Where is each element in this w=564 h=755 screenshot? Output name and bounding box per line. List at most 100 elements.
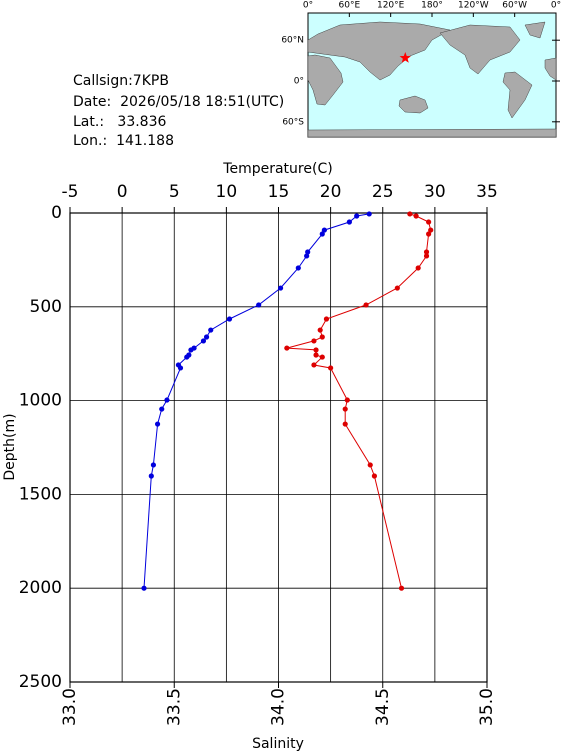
y-tick-label: 1500 <box>19 484 62 504</box>
map-x-tick-label: 60°W <box>502 1 527 11</box>
profile-point <box>407 211 413 217</box>
x2-tick-label: 10 <box>216 182 238 202</box>
map-y-tick-label: 0° <box>294 77 304 87</box>
x2-tick-label: 5 <box>169 182 180 202</box>
profile-point <box>319 334 325 340</box>
profile-point <box>342 421 348 427</box>
station-date: Date: 2026/05/18 18:51(UTC) <box>73 94 284 110</box>
profile-point <box>284 345 290 351</box>
station-info: Callsign:7KPB Date: 2026/05/18 18:51(UTC… <box>73 73 284 149</box>
label: Callsign: <box>73 73 133 89</box>
profile-point <box>154 421 161 427</box>
profile-point <box>342 406 348 412</box>
plot-frame <box>69 212 488 683</box>
profile-point <box>423 253 430 259</box>
profile-point <box>426 231 432 237</box>
x2-tick-label: 0 <box>117 182 128 202</box>
map-x-tick-label: 0° <box>551 1 561 11</box>
profile-point <box>200 338 207 344</box>
profile-line <box>286 213 432 589</box>
profile-point <box>208 327 214 333</box>
profile-point <box>371 473 378 479</box>
map-x-tick-label: 0° <box>303 1 313 11</box>
profile-point <box>423 249 430 255</box>
profile-point <box>344 397 350 403</box>
station-marker <box>399 52 411 63</box>
station-lat: Lat.: 33.836 <box>73 114 166 130</box>
profile-point <box>354 213 360 219</box>
value: 2026/05/18 18:51(UTC) <box>120 94 284 110</box>
profile-point <box>328 365 334 371</box>
profile-point <box>311 362 317 368</box>
profile-point <box>317 327 323 333</box>
label: Lon.: <box>73 133 107 149</box>
profile-point <box>188 347 194 353</box>
map-land <box>307 21 557 138</box>
map-y-tick-label: 60°S <box>282 117 304 127</box>
x-tick-label: 34.0 <box>269 688 289 726</box>
x2-axis-title: Temperature(C) <box>222 161 332 177</box>
profile-point <box>177 365 184 371</box>
profile-point <box>415 265 421 271</box>
value: 33.836 <box>117 114 166 130</box>
x-tick-label: 33.5 <box>164 688 184 726</box>
label: Date: <box>73 94 111 110</box>
map-x-tick-label: 180° <box>421 1 443 11</box>
y-tick-label: 0 <box>51 203 62 223</box>
profile-point <box>184 354 190 360</box>
y-tick-label: 2000 <box>19 578 62 598</box>
y-axis-title: Depth(m) <box>2 413 18 480</box>
profile-point <box>150 462 156 468</box>
x-tick-label: 33.0 <box>60 688 80 726</box>
station-callsign: Callsign:7KPB <box>73 73 169 89</box>
profile-point <box>295 265 301 271</box>
x-axis-title: Salinity <box>252 736 304 751</box>
map-x-tick-label: 120°E <box>377 1 405 11</box>
world-map <box>307 12 557 138</box>
profile-point <box>319 354 325 360</box>
profile-point <box>159 406 165 412</box>
label: Lat.: <box>73 114 104 130</box>
profile-point <box>428 227 434 233</box>
x2-tick-label: 15 <box>268 182 290 202</box>
x2-tick-label: -5 <box>62 182 79 202</box>
profile-point <box>256 302 262 308</box>
map-y-tick-label: 60°N <box>281 36 304 46</box>
profile-point <box>313 347 319 353</box>
profile-point <box>363 302 369 308</box>
profile-point <box>367 462 373 468</box>
profile-point <box>413 213 419 219</box>
profile-point <box>305 249 311 255</box>
profile-point <box>277 285 284 291</box>
profile-line <box>143 213 370 589</box>
x2-tick-label: 20 <box>320 182 342 202</box>
x2-tick-label: 30 <box>424 182 446 202</box>
profile-point <box>398 585 405 591</box>
profile-point <box>311 338 317 344</box>
profile-point <box>323 316 330 322</box>
profile-point <box>366 211 372 217</box>
y-tick-label: 500 <box>30 297 62 317</box>
profile-point <box>321 227 327 233</box>
x-tick-label: 34.5 <box>373 688 393 726</box>
profile-point <box>346 219 352 225</box>
profile-point <box>203 334 210 340</box>
profile-point <box>148 473 154 479</box>
x-tick-label: 35.0 <box>477 688 497 726</box>
profile-point <box>426 219 432 225</box>
profile-point <box>394 285 400 291</box>
value: 7KPB <box>133 73 169 89</box>
y-tick-label: 2500 <box>19 672 62 692</box>
profile-point <box>304 253 310 259</box>
value: 141.188 <box>116 133 174 149</box>
profile-point <box>164 397 170 403</box>
profile-point <box>226 316 233 322</box>
map-x-tick-label: 120°W <box>458 1 489 11</box>
map-x-tick-label: 60°E <box>339 1 361 11</box>
y-tick-label: 1000 <box>19 391 62 411</box>
profile-point <box>319 231 325 237</box>
station-lon: Lon.: 141.188 <box>73 133 174 149</box>
x2-tick-label: 35 <box>476 182 498 202</box>
